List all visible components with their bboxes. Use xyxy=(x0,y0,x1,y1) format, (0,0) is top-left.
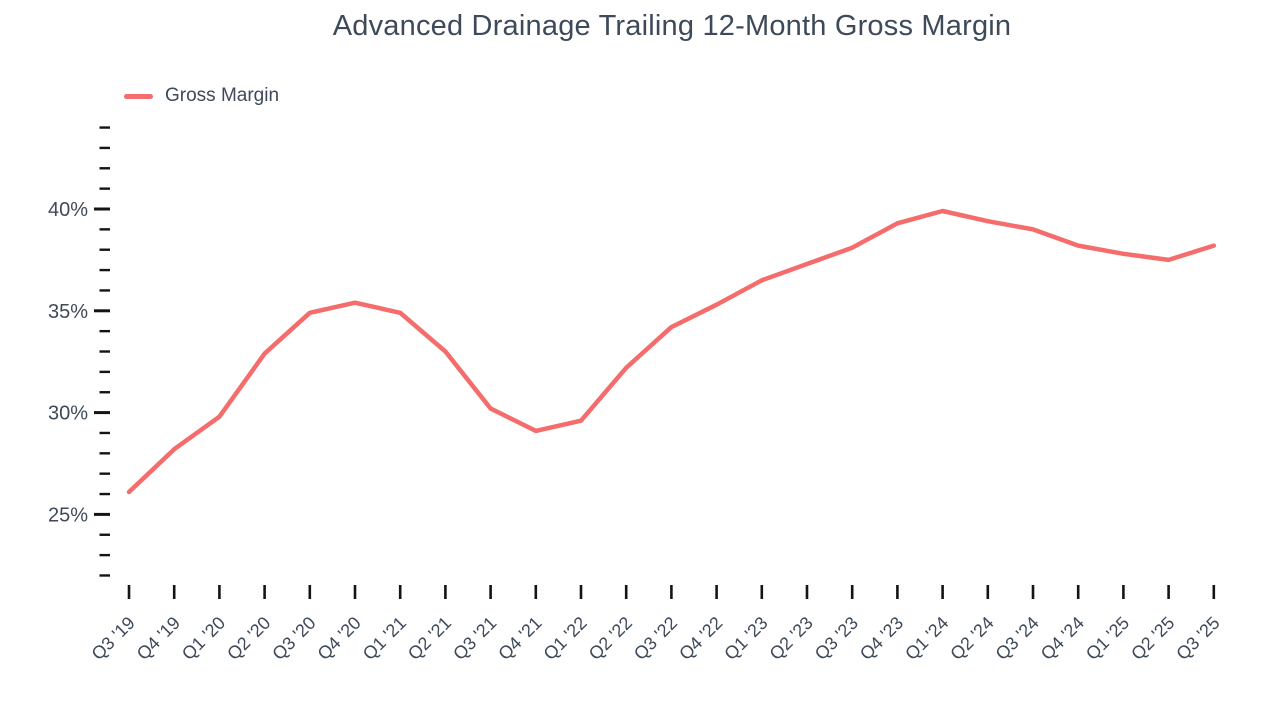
x-axis-tick-label: Q2 '21 xyxy=(404,613,455,664)
chart-title: Advanced Drainage Trailing 12-Month Gros… xyxy=(332,10,1012,42)
gross-margin-line xyxy=(126,208,1217,495)
legend-line-swatch-icon xyxy=(124,93,153,99)
x-axis-tick-label: Q4 '22 xyxy=(675,613,726,664)
y-axis-tick-label: 30% xyxy=(48,403,88,425)
x-axis-tick-label: Q3 '20 xyxy=(268,613,319,664)
x-axis-tick-label: Q2 '22 xyxy=(585,613,636,664)
x-axis-tick-label: Q4 '20 xyxy=(314,613,365,664)
y-axis-tick-label: 35% xyxy=(48,301,88,323)
legend-item-gross-margin[interactable]: Gross Margin xyxy=(124,85,279,107)
x-axis-tick-label: Q3 '24 xyxy=(992,613,1043,664)
x-axis-tick-label: Q1 '20 xyxy=(178,613,229,664)
x-axis-tick-label: Q3 '21 xyxy=(449,613,500,664)
x-axis-tick-label: Q4 '24 xyxy=(1037,613,1088,664)
legend-item-label: Gross Margin xyxy=(165,85,280,106)
y-axis-tick-label: 25% xyxy=(48,504,88,526)
x-axis-tick-label: Q3 '22 xyxy=(630,613,681,664)
x-axis-tick-label: Q1 '25 xyxy=(1082,613,1133,664)
x-axis-tick-label: Q2 '24 xyxy=(946,613,997,664)
x-axis-tick-label: Q1 '23 xyxy=(720,613,771,664)
x-axis-tick-label: Q3 '19 xyxy=(88,613,139,664)
x-axis-tick-label: Q3 '23 xyxy=(811,613,862,664)
x-axis-tick-label: Q4 '23 xyxy=(856,613,907,664)
x-axis-tick-label: Q3 '25 xyxy=(1172,613,1223,664)
x-axis-tick-label: Q2 '20 xyxy=(223,613,274,664)
x-axis-tick-label: Q4 '21 xyxy=(494,613,545,664)
x-axis-tick-label: Q4 '19 xyxy=(133,613,184,664)
x-axis-tick-label: Q1 '21 xyxy=(359,613,410,664)
x-axis-tick-label: Q1 '24 xyxy=(901,613,952,664)
legend: Gross Margin xyxy=(124,85,279,107)
x-axis-tick-label: Q2 '25 xyxy=(1127,613,1178,664)
x-axis-tick-label: Q1 '22 xyxy=(540,613,591,664)
y-axis-tick-label: 40% xyxy=(48,199,88,221)
x-axis-tick-label: Q2 '23 xyxy=(766,613,817,664)
